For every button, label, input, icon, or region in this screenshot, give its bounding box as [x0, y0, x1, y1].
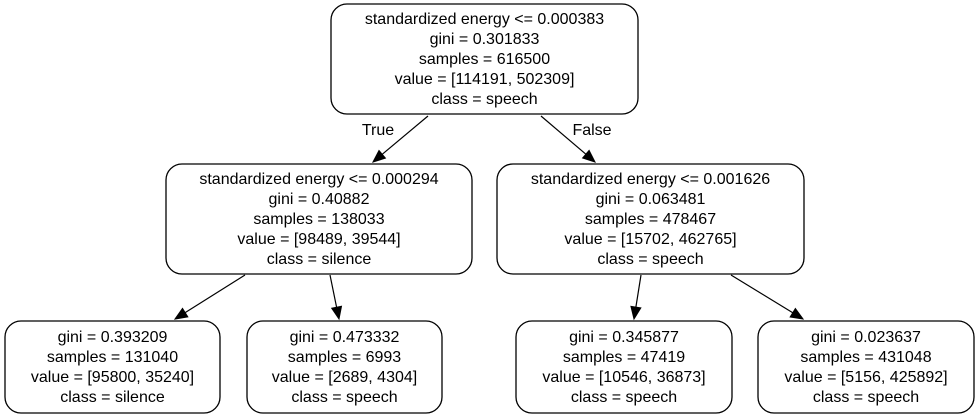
arrowhead: [581, 149, 596, 163]
node-line: standardized energy <= 0.000383: [365, 11, 604, 28]
edge-label: True: [362, 122, 394, 139]
node-line: value = [10546, 36873]: [542, 369, 705, 386]
node-line: gini = 0.301833: [430, 31, 540, 48]
node-line: gini = 0.393209: [58, 329, 168, 346]
node-line: samples = 138033: [253, 211, 384, 228]
edge-label: False: [572, 122, 611, 139]
tree-node-left: standardized energy <= 0.000294 gini = 0.…: [165, 163, 473, 275]
node-line: samples = 131040: [47, 349, 178, 366]
node-line: class = speech: [597, 251, 703, 268]
arrowhead: [372, 149, 387, 163]
node-line: value = [15702, 462765]: [564, 231, 736, 248]
node-line: class = speech: [431, 91, 537, 108]
node-line: gini = 0.023637: [811, 329, 921, 346]
tree-edge-right-to-leaf-3: [630, 274, 642, 321]
edge-line: [635, 274, 642, 308]
edge-line: [730, 274, 794, 314]
node-line: class = silence: [60, 389, 165, 406]
node-box: [330, 3, 639, 115]
tree-edges: True False: [173, 115, 805, 321]
tree-node-leaf-1: gini = 0.393209 samples = 131040 value = […: [4, 320, 221, 414]
node-line: value = [2689, 4304]: [272, 369, 417, 386]
node-box: [496, 163, 805, 275]
node-line: samples = 6993: [288, 349, 402, 366]
node-line: class = speech: [291, 389, 397, 406]
node-line: class = silence: [267, 251, 372, 268]
arrowhead: [789, 307, 805, 320]
node-line: value = [95800, 35240]: [31, 369, 194, 386]
tree-edge-left-to-leaf-1: [173, 274, 246, 320]
node-box: [246, 320, 443, 414]
tree-node-leaf-2: gini = 0.473332 samples = 6993 value = [26…: [246, 320, 443, 414]
node-box: [4, 320, 221, 414]
node-line: class = speech: [813, 389, 919, 406]
node-line: gini = 0.063481: [596, 191, 706, 208]
node-line: gini = 0.473332: [290, 329, 400, 346]
tree-edge-right-to-leaf-4: [730, 274, 805, 320]
node-box: [515, 320, 733, 414]
node-line: standardized energy <= 0.000294: [199, 171, 438, 188]
node-line: class = speech: [571, 389, 677, 406]
arrowhead: [173, 307, 189, 320]
tree-node-root: standardized energy <= 0.000383 gini = 0.…: [330, 3, 639, 115]
node-line: gini = 0.345877: [569, 329, 679, 346]
node-line: value = [114191, 502309]: [395, 71, 575, 88]
node-line: standardized energy <= 0.001626: [531, 171, 770, 188]
arrowhead: [330, 305, 343, 321]
tree-edge-left-to-leaf-2: [329, 274, 343, 321]
tree-node-leaf-4: gini = 0.023637 samples = 431048 value = […: [757, 320, 975, 414]
tree-edge-root-to-right: False: [540, 115, 612, 163]
edge-line: [381, 115, 429, 155]
tree-node-right: standardized energy <= 0.001626 gini = 0.…: [496, 163, 805, 275]
edge-line: [540, 115, 587, 155]
node-line: samples = 616500: [419, 51, 550, 68]
node-line: value = [5156, 425892]: [784, 369, 947, 386]
tree-edge-root-to-left: True: [362, 115, 429, 163]
node-line: gini = 0.40882: [269, 191, 370, 208]
node-box: [165, 163, 473, 275]
edge-line: [329, 274, 338, 308]
node-line: value = [98489, 39544]: [237, 231, 400, 248]
node-line: samples = 47419: [563, 349, 685, 366]
node-box: [757, 320, 975, 414]
edge-line: [184, 274, 246, 314]
node-line: samples = 478467: [585, 211, 716, 228]
tree-nodes: standardized energy <= 0.000383 gini = 0.…: [4, 3, 975, 414]
tree-node-leaf-3: gini = 0.345877 samples = 47419 value = [1…: [515, 320, 733, 414]
arrowhead: [630, 305, 642, 321]
node-line: samples = 431048: [800, 349, 931, 366]
